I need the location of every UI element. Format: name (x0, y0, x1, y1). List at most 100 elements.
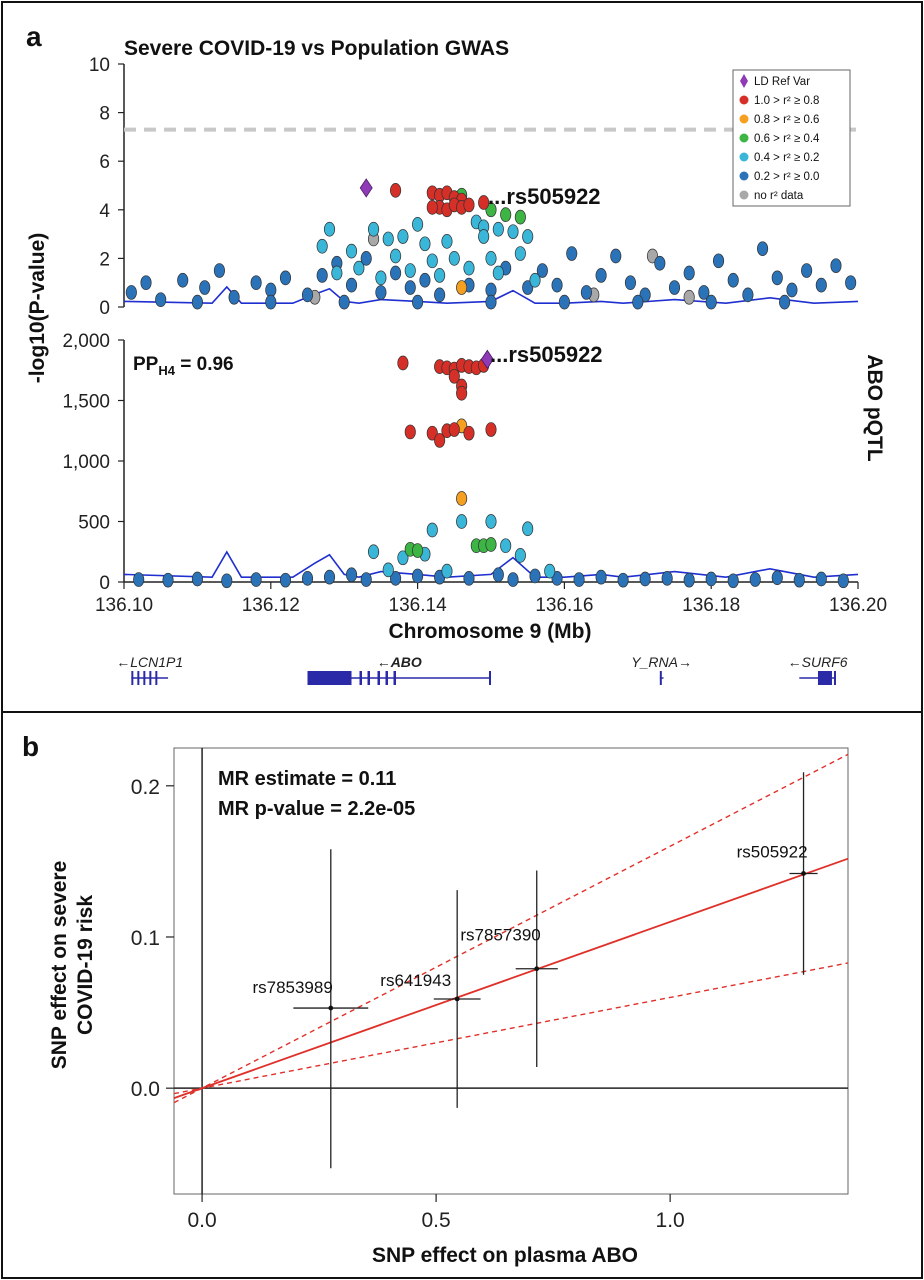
top-point (580, 285, 592, 300)
snp-point (454, 996, 460, 1002)
top-point (478, 229, 490, 244)
bottom-point (221, 573, 233, 589)
bottom-point (683, 572, 695, 588)
top-point (507, 224, 519, 240)
bottom-recombination-rate (123, 550, 859, 579)
top-point (779, 294, 791, 310)
bottom-point (463, 571, 475, 586)
bottom-point (485, 422, 497, 437)
top-point (316, 238, 328, 254)
top-point (845, 275, 857, 291)
top-point (250, 275, 262, 291)
x-tick-label: 136.16 (535, 595, 593, 616)
top-y-tick-label: 2 (99, 249, 110, 270)
top-point (492, 265, 504, 281)
top-point (536, 263, 548, 278)
bottom-point (749, 572, 761, 587)
snp-point (328, 1005, 334, 1011)
gene-exon (149, 671, 152, 685)
bottom-point (661, 571, 673, 586)
top-point (441, 234, 453, 249)
bottom-point (397, 550, 409, 566)
top-point (514, 246, 526, 261)
top-point (382, 231, 394, 247)
bottom-point (397, 355, 409, 371)
bottom-point (412, 568, 424, 584)
top-y-tick-label: 8 (99, 104, 110, 125)
top-point (610, 248, 622, 264)
gene-label: ←LCN1P1 (116, 654, 183, 670)
panel-b-plot-frame (173, 747, 849, 1195)
bottom-point (456, 385, 468, 401)
legend: LD Ref Var 1.0 > r² ≥ 0.8 0.8 > r² ≥ 0.6 0.… (732, 69, 851, 207)
top-point (522, 229, 534, 244)
legend-swatch (739, 171, 749, 181)
top-y-tick-label: 6 (99, 152, 110, 173)
top-y-tick-label: 4 (99, 201, 110, 222)
bottom-point (404, 424, 416, 440)
legend-swatch (740, 74, 748, 88)
top-point (265, 294, 277, 310)
x-tick-label: 136.12 (242, 595, 300, 616)
bottom-point (360, 572, 372, 587)
top-point (426, 253, 438, 269)
gene-label: Y_RNA→ (631, 654, 692, 670)
top-point (595, 268, 607, 283)
bottom-point (727, 573, 739, 589)
top-y-tick-label: 0 (99, 298, 110, 319)
top-point (323, 221, 336, 237)
bottom-point (133, 572, 145, 587)
gene-track: ←LCN1P1 ←ABO Y_RNA→ ←SURF6 (116, 654, 848, 685)
mr-lines (173, 748, 849, 1194)
top-point (478, 195, 490, 210)
bottom-point (463, 425, 475, 441)
panel-b: b rs7853989 rs641943 rs7857390 rs505922 0.0… (22, 731, 849, 1267)
top-point (485, 294, 497, 310)
top-point (199, 280, 211, 295)
top-point (771, 270, 783, 286)
bottom-y-tick-label: 1,000 (62, 452, 110, 473)
top-point (434, 287, 446, 303)
top-point (558, 294, 570, 310)
top-point (514, 209, 526, 225)
legend-label: LD Ref Var (754, 76, 810, 88)
x-tick-label: 136.14 (389, 595, 448, 616)
bottom-point (485, 514, 497, 529)
top-point (786, 282, 798, 298)
top-point (551, 277, 563, 293)
top-point (375, 270, 387, 286)
bottom-point (617, 572, 629, 588)
bottom-point (595, 569, 607, 585)
gene-exon (137, 671, 140, 685)
gene-exon (385, 671, 388, 685)
mr-estimate-text: MR estimate = 0.11 (218, 768, 396, 790)
snp-label: rs7857390 (460, 926, 540, 945)
mr-points: rs7853989 rs641943 rs7857390 rs505922 (252, 772, 818, 1169)
top-y-ticks: 0 2 4 6 8 10 (89, 55, 124, 319)
b-x-ticks: 0.0 0.5 1.0 (187, 1194, 685, 1232)
top-point (712, 253, 725, 269)
bottom-point (456, 514, 468, 529)
snp-point (534, 966, 540, 972)
b-y-tick-label: 0.0 (131, 1078, 160, 1101)
bottom-y-tick-label: 0 (99, 573, 110, 594)
bottom-point (815, 571, 827, 587)
top-point (345, 277, 358, 293)
top-point (316, 268, 328, 283)
panel-a: a Severe COVID-19 vs Population GWAS -lo… (26, 21, 887, 685)
gene-exon (155, 671, 158, 685)
bottom-point (705, 571, 717, 587)
gene-exon (489, 671, 491, 685)
panel-a-title: Severe COVID-19 vs Population GWAS (124, 37, 509, 60)
legend-label: 1.0 > r² ≥ 0.8 (754, 95, 819, 107)
bottom-point (279, 572, 292, 588)
legend-swatch (739, 114, 749, 124)
top-lead-label: ...rs505922 (488, 184, 601, 209)
top-point (390, 265, 402, 281)
x-tick-label: 136.18 (682, 595, 740, 616)
legend-label: 0.4 > r² ≥ 0.2 (754, 152, 819, 164)
pp-subscript: H4 (158, 363, 175, 378)
b-y-tick-label: 0.2 (131, 776, 160, 799)
gene-label: ←SURF6 (788, 654, 848, 670)
